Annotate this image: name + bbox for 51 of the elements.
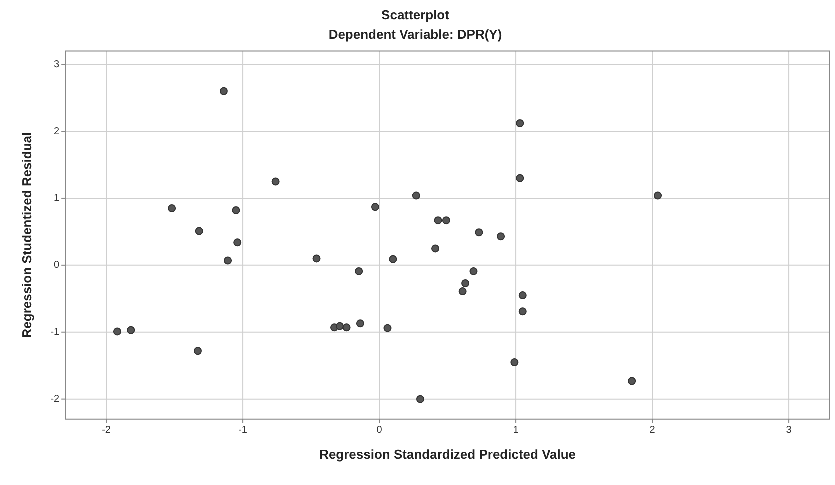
point bbox=[194, 347, 202, 356]
point bbox=[113, 328, 122, 336]
x-tick-label: 1 bbox=[513, 425, 520, 436]
point bbox=[432, 244, 440, 253]
point bbox=[434, 216, 442, 225]
x-tick-label: 0 bbox=[376, 425, 383, 436]
point bbox=[232, 206, 240, 215]
point bbox=[412, 192, 420, 200]
y-tick-label: 2 bbox=[54, 126, 60, 138]
point bbox=[416, 395, 424, 404]
y-axis-title: Regression Studentized Residual bbox=[19, 132, 34, 338]
x-tick-label: 3 bbox=[786, 425, 792, 436]
y-tick-label: -2 bbox=[50, 394, 60, 406]
point bbox=[458, 288, 467, 296]
point bbox=[342, 324, 351, 332]
chart-subtitle: Dependent Variable: DPR(Y) bbox=[328, 26, 502, 42]
x-tick-label: -1 bbox=[238, 425, 248, 436]
y-tick-label: -1 bbox=[50, 327, 60, 338]
point bbox=[518, 308, 527, 316]
point bbox=[510, 358, 519, 366]
y-tick-label: 3 bbox=[54, 59, 60, 70]
point bbox=[224, 256, 232, 265]
point bbox=[442, 216, 450, 225]
point bbox=[355, 267, 364, 276]
point bbox=[371, 203, 380, 212]
point bbox=[127, 326, 136, 334]
point bbox=[516, 174, 524, 182]
y-tick-label: 0 bbox=[54, 260, 60, 272]
x-tick-label: -2 bbox=[102, 425, 112, 436]
point bbox=[475, 228, 484, 237]
x-tick-label: 2 bbox=[650, 425, 656, 436]
point bbox=[272, 178, 280, 186]
point bbox=[518, 292, 527, 300]
point bbox=[497, 232, 506, 241]
point bbox=[462, 280, 470, 288]
point bbox=[168, 204, 176, 213]
point bbox=[470, 267, 478, 276]
chart-title: Scatterplot bbox=[382, 7, 450, 22]
point bbox=[312, 254, 321, 263]
y-tick-label: 1 bbox=[54, 193, 60, 204]
point bbox=[195, 227, 204, 236]
point bbox=[628, 377, 636, 386]
point bbox=[384, 324, 392, 332]
point bbox=[220, 87, 228, 96]
point bbox=[336, 322, 344, 330]
point bbox=[356, 320, 364, 328]
point bbox=[654, 192, 662, 200]
point bbox=[516, 120, 524, 128]
x-axis-title: Regression Standardized Predicted Value bbox=[320, 446, 576, 462]
point bbox=[389, 255, 398, 264]
point bbox=[234, 238, 242, 247]
